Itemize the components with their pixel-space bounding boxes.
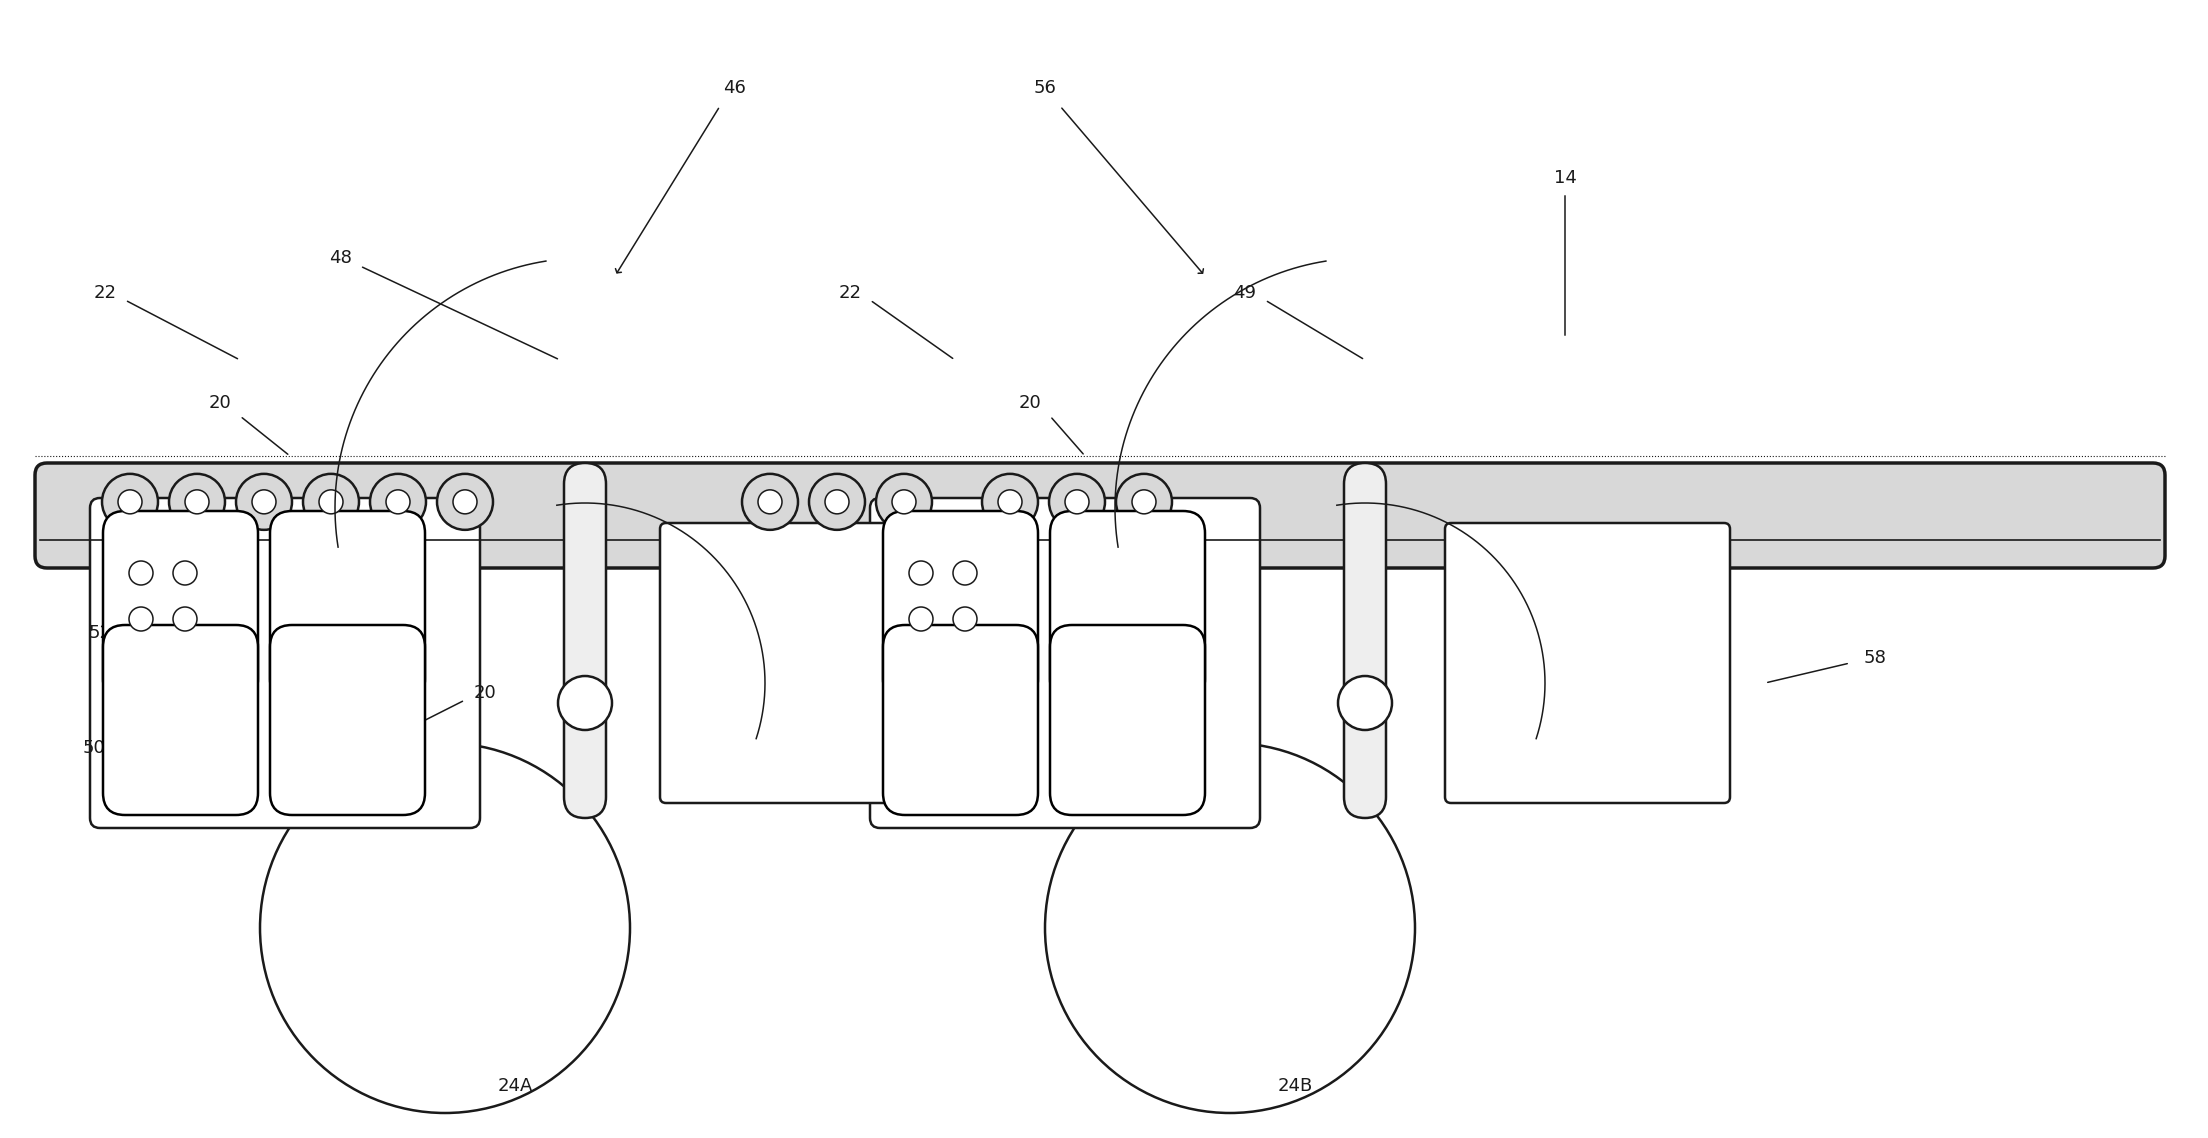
Text: 50B: 50B xyxy=(923,739,958,757)
Text: 24B: 24B xyxy=(1278,1077,1312,1095)
Circle shape xyxy=(252,489,276,514)
FancyBboxPatch shape xyxy=(1345,463,1387,818)
Circle shape xyxy=(1115,473,1172,530)
Circle shape xyxy=(1338,676,1391,729)
Circle shape xyxy=(1064,489,1089,514)
FancyBboxPatch shape xyxy=(1051,625,1206,815)
Circle shape xyxy=(172,561,197,585)
Circle shape xyxy=(998,489,1022,514)
Circle shape xyxy=(172,607,197,630)
Circle shape xyxy=(236,473,291,530)
Circle shape xyxy=(910,561,934,585)
Text: 20: 20 xyxy=(475,684,497,702)
Circle shape xyxy=(983,473,1038,530)
Text: 22: 22 xyxy=(93,284,117,302)
Text: 22: 22 xyxy=(839,284,861,302)
Circle shape xyxy=(954,607,976,630)
Circle shape xyxy=(453,489,477,514)
Circle shape xyxy=(757,489,782,514)
Circle shape xyxy=(1133,489,1157,514)
Text: 24A: 24A xyxy=(497,1077,532,1095)
Circle shape xyxy=(302,473,360,530)
Text: 54: 54 xyxy=(788,649,813,667)
Circle shape xyxy=(261,743,629,1113)
Text: 48: 48 xyxy=(329,249,351,267)
FancyBboxPatch shape xyxy=(91,498,479,828)
FancyBboxPatch shape xyxy=(1051,511,1206,701)
Circle shape xyxy=(318,489,342,514)
Text: 52: 52 xyxy=(88,624,110,642)
Circle shape xyxy=(808,473,866,530)
FancyBboxPatch shape xyxy=(883,625,1038,815)
Text: 49: 49 xyxy=(1234,284,1256,302)
Circle shape xyxy=(371,473,426,530)
Text: 46: 46 xyxy=(724,79,746,97)
Circle shape xyxy=(128,561,152,585)
Circle shape xyxy=(826,489,850,514)
Circle shape xyxy=(1044,743,1415,1113)
Circle shape xyxy=(117,489,141,514)
FancyBboxPatch shape xyxy=(1444,523,1731,803)
Circle shape xyxy=(170,473,225,530)
Circle shape xyxy=(102,473,159,530)
Circle shape xyxy=(877,473,932,530)
Circle shape xyxy=(559,676,612,729)
FancyBboxPatch shape xyxy=(35,463,2166,568)
Text: 20: 20 xyxy=(208,394,232,412)
Circle shape xyxy=(128,607,152,630)
Circle shape xyxy=(910,607,934,630)
FancyBboxPatch shape xyxy=(269,625,424,815)
FancyBboxPatch shape xyxy=(883,511,1038,701)
Text: 14: 14 xyxy=(1554,170,1577,187)
FancyBboxPatch shape xyxy=(660,523,945,803)
Circle shape xyxy=(185,489,210,514)
Circle shape xyxy=(954,561,976,585)
Circle shape xyxy=(892,489,916,514)
Circle shape xyxy=(1049,473,1104,530)
Text: 50A: 50A xyxy=(82,739,117,757)
Text: 56: 56 xyxy=(930,649,952,667)
Circle shape xyxy=(742,473,797,530)
Text: 56: 56 xyxy=(1033,79,1055,97)
Circle shape xyxy=(386,489,411,514)
Text: 58: 58 xyxy=(1864,649,1886,667)
FancyBboxPatch shape xyxy=(269,511,424,701)
FancyBboxPatch shape xyxy=(104,511,258,701)
FancyBboxPatch shape xyxy=(104,625,258,815)
FancyBboxPatch shape xyxy=(563,463,605,818)
Circle shape xyxy=(437,473,492,530)
Text: 20: 20 xyxy=(1018,394,1042,412)
FancyBboxPatch shape xyxy=(870,498,1261,828)
